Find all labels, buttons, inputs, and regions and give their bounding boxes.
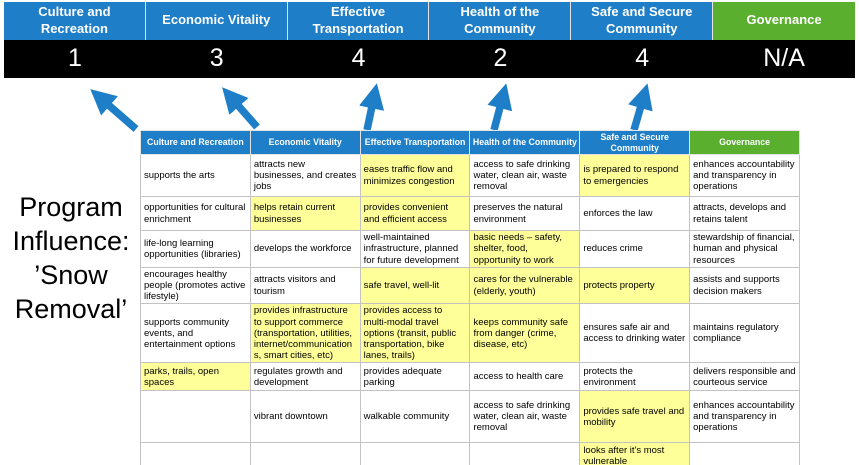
matrix-cell-r3c5: assists and supports decision makers [689, 266, 800, 305]
banner-score-2: 4 [351, 44, 366, 73]
banner-header-1: Economic Vitality [145, 2, 288, 40]
matrix-row-7: looks after it's most vulnerable [140, 442, 800, 465]
matrix-cell-r2c2: well-maintained infrastructure, planned … [359, 230, 471, 268]
banner-score-1: 3 [209, 44, 224, 73]
score-banner-scores: 1 3 4 2 4 N/A [4, 39, 855, 78]
matrix-row-3: encourages healthy people (promotes acti… [140, 266, 800, 305]
matrix-cell-r6c0 [140, 390, 251, 444]
program-title: Program Influence: ’Snow Removal’ [12, 192, 130, 325]
matrix-cell-r2c4: reduces crime [579, 230, 691, 268]
matrix-row-1: opportunities for cultural enrichment hel… [140, 196, 800, 232]
matrix-cell-r0c4: is prepared to respond to emergencies [579, 154, 691, 198]
banner-header-4: Safe and Secure Community [571, 2, 714, 40]
score-arrow-1 [90, 89, 139, 132]
matrix-cell-r5c4: protects the environment [579, 362, 691, 392]
matrix-cell-r0c1: attracts new businesses, and creates job… [249, 154, 361, 198]
score-arrow-2 [222, 87, 260, 130]
matrix-cell-r3c3: cares for the vulnerable (elderly, youth… [469, 266, 581, 305]
matrix-row-0: supports the arts attracts new businesses… [140, 154, 800, 198]
matrix-cell-r6c3: access to safe drinking water, clean air… [469, 390, 581, 444]
matrix-cell-r7c1 [249, 442, 361, 465]
matrix-cell-r3c2: safe travel, well-lit [359, 266, 471, 305]
matrix-cell-r0c0: supports the arts [140, 154, 251, 198]
matrix-cell-r1c1: helps retain current businesses [249, 196, 361, 232]
matrix-cell-r1c2: provides convenient and efficient access [359, 196, 471, 232]
matrix-cell-r1c5: attracts, develops and retains talent [689, 196, 800, 232]
matrix-cell-r4c1: provides infrastructure to support comme… [249, 303, 361, 364]
matrix-cell-r3c0: encourages healthy people (promotes acti… [140, 266, 251, 305]
matrix-cell-r5c1: regulates growth and development [249, 362, 361, 392]
influence-matrix: Culture and Recreation Economic Vitality E… [140, 129, 800, 465]
matrix-cell-r7c3 [469, 442, 581, 465]
matrix-header-1: Economic Vitality [249, 129, 361, 156]
matrix-cell-r0c3: access to safe drinking water, clean air… [469, 154, 581, 198]
matrix-cell-r5c5: delivers responsible and courteous servi… [689, 362, 800, 392]
matrix-cell-r5c0: parks, trails, open spaces [140, 362, 251, 392]
score-banner: Culture and Recreation Economic Vitality E… [4, 2, 855, 78]
matrix-cell-r3c4: protects property [579, 266, 691, 305]
matrix-row-4: supports community events, and entertain… [140, 303, 800, 364]
matrix-cell-r4c3: keeps community safe from danger (crime,… [469, 303, 581, 364]
score-arrow-3 [359, 83, 385, 131]
matrix-cell-r0c2: eases traffic flow and minimizes congest… [359, 154, 471, 198]
matrix-cell-r7c4: looks after it's most vulnerable [579, 442, 691, 465]
banner-header-2: Effective Transportation [287, 2, 430, 40]
banner-score-4: 4 [635, 44, 650, 73]
matrix-header-row: Culture and Recreation Economic Vitality E… [140, 129, 800, 156]
matrix-cell-r7c5 [689, 442, 800, 465]
matrix-cell-r7c2 [359, 442, 471, 465]
matrix-header-0: Culture and Recreation [140, 129, 251, 156]
matrix-header-2: Effective Transportation [359, 129, 471, 156]
matrix-cell-r4c0: supports community events, and entertain… [140, 303, 251, 364]
score-arrow-5 [628, 83, 653, 132]
matrix-row-2: life-long learning opportunities (librar… [140, 230, 800, 268]
matrix-cell-r4c5: maintains regulatory compliance [689, 303, 800, 364]
matrix-row-5: parks, trails, open spaces regulates grow… [140, 362, 800, 392]
matrix-header-4: Safe and Secure Community [579, 129, 691, 156]
matrix-cell-r1c0: opportunities for cultural enrichment [140, 196, 251, 232]
matrix-cell-r4c4: ensures safe air and access to drinking … [579, 303, 691, 364]
matrix-cell-r0c5: enhances accountability and transparency… [689, 154, 800, 198]
matrix-row-6: vibrant downtown walkable community access… [140, 390, 800, 444]
matrix-cell-r5c2: provides adequate parking [359, 362, 471, 392]
banner-header-3: Health of the Community [429, 2, 572, 40]
banner-header-0: Culture and Recreation [4, 2, 146, 40]
banner-score-5: N/A [763, 44, 805, 73]
score-arrow-4 [487, 83, 513, 131]
banner-score-3: 2 [493, 44, 508, 73]
matrix-cell-r1c4: enforces the law [579, 196, 691, 232]
matrix-cell-r6c5: enhances accountability and transparency… [689, 390, 800, 444]
matrix-cell-r2c3: basic needs – safety, shelter, food, opp… [469, 230, 581, 268]
banner-score-0: 1 [67, 44, 82, 73]
matrix-cell-r2c1: develops the workforce [249, 230, 361, 268]
matrix-cell-r6c1: vibrant downtown [249, 390, 361, 444]
matrix-header-3: Health of the Community [469, 129, 581, 156]
score-banner-headers: Culture and Recreation Economic Vitality E… [4, 2, 855, 40]
matrix-cell-r6c4: provides safe travel and mobility [579, 390, 691, 444]
banner-header-5: Governance [713, 2, 855, 40]
matrix-cell-r4c2: provides access to multi-modal travel op… [359, 303, 471, 364]
matrix-cell-r5c3: access to health care [469, 362, 581, 392]
matrix-cell-r7c0 [140, 442, 251, 465]
matrix-cell-r3c1: attracts visitors and tourism [249, 266, 361, 305]
matrix-header-5: Governance [689, 129, 800, 156]
matrix-cell-r1c3: preserves the natural environment [469, 196, 581, 232]
matrix-cell-r2c0: life-long learning opportunities (librar… [140, 230, 251, 268]
matrix-cell-r6c2: walkable community [359, 390, 471, 444]
matrix-cell-r2c5: stewardship of financial, human and phys… [689, 230, 800, 268]
